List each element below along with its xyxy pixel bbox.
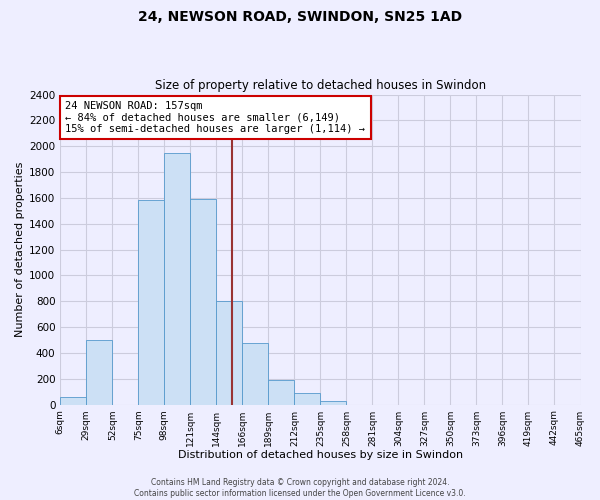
Bar: [268, 380, 295, 404]
Bar: [320, 400, 346, 404]
Y-axis label: Number of detached properties: Number of detached properties: [15, 162, 25, 338]
Bar: [139, 200, 164, 404]
Text: 24 NEWSON ROAD: 157sqm
← 84% of detached houses are smaller (6,149)
15% of semi-: 24 NEWSON ROAD: 157sqm ← 84% of detached…: [65, 101, 365, 134]
Text: 24, NEWSON ROAD, SWINDON, SN25 1AD: 24, NEWSON ROAD, SWINDON, SN25 1AD: [138, 10, 462, 24]
Bar: [217, 301, 242, 405]
Bar: [164, 152, 190, 404]
Title: Size of property relative to detached houses in Swindon: Size of property relative to detached ho…: [155, 79, 486, 92]
Bar: [190, 199, 217, 404]
Bar: [242, 342, 268, 404]
Bar: [86, 340, 112, 404]
X-axis label: Distribution of detached houses by size in Swindon: Distribution of detached houses by size …: [178, 450, 463, 460]
Text: Contains HM Land Registry data © Crown copyright and database right 2024.
Contai: Contains HM Land Registry data © Crown c…: [134, 478, 466, 498]
Bar: [60, 398, 86, 404]
Bar: [295, 393, 320, 404]
